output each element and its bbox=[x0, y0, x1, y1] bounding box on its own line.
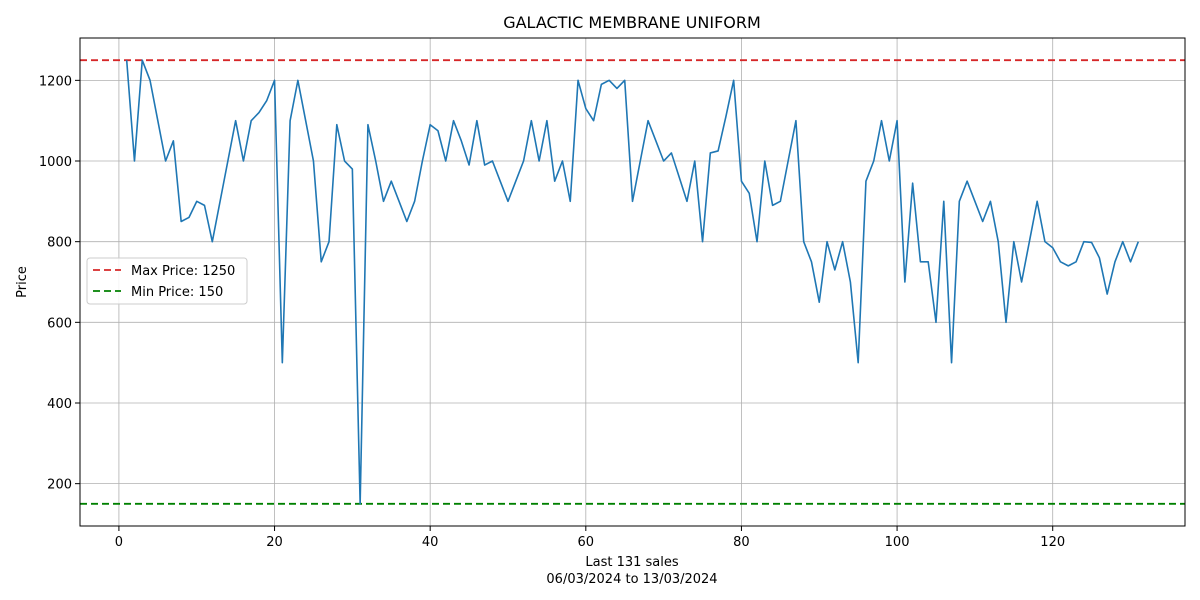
x-tick-label: 60 bbox=[578, 535, 595, 550]
y-tick-label: 1200 bbox=[39, 74, 72, 89]
y-tick-label: 800 bbox=[47, 236, 72, 251]
legend-box bbox=[86, 257, 248, 305]
x-tick-label: 80 bbox=[733, 535, 750, 550]
x-axis-label: Last 131 sales bbox=[585, 555, 679, 570]
x-tick-label: 120 bbox=[1040, 535, 1065, 550]
x-tick-label: 0 bbox=[115, 535, 123, 550]
x-tick-label: 100 bbox=[885, 535, 910, 550]
y-axis-ticks: 200 400 600 800 1000 1200 bbox=[39, 74, 80, 493]
legend: Max Price: 1250 Min Price: 150 bbox=[86, 257, 248, 305]
legend-label: Max Price: 1250 bbox=[131, 264, 235, 279]
x-tick-label: 40 bbox=[422, 535, 439, 550]
x-axis-ticks: 0 20 40 60 80 100 120 bbox=[115, 526, 1065, 550]
x-tick-label: 20 bbox=[266, 535, 283, 550]
y-tick-label: 400 bbox=[47, 397, 72, 412]
legend-label: Min Price: 150 bbox=[131, 285, 223, 300]
plot-frame bbox=[79, 37, 1186, 527]
series-group bbox=[125, 59, 1140, 505]
y-tick-label: 200 bbox=[47, 478, 72, 493]
reference-lines bbox=[80, 59, 1185, 505]
y-tick-label: 1000 bbox=[39, 155, 72, 170]
x-axis-label-date-range: 06/03/2024 to 13/03/2024 bbox=[546, 572, 717, 587]
chart-title: GALACTIC MEMBRANE UNIFORM bbox=[503, 13, 761, 32]
grid bbox=[80, 38, 1185, 526]
y-axis-label: Price bbox=[15, 266, 30, 298]
price-series-line bbox=[125, 59, 1140, 505]
y-tick-label: 600 bbox=[47, 316, 72, 331]
